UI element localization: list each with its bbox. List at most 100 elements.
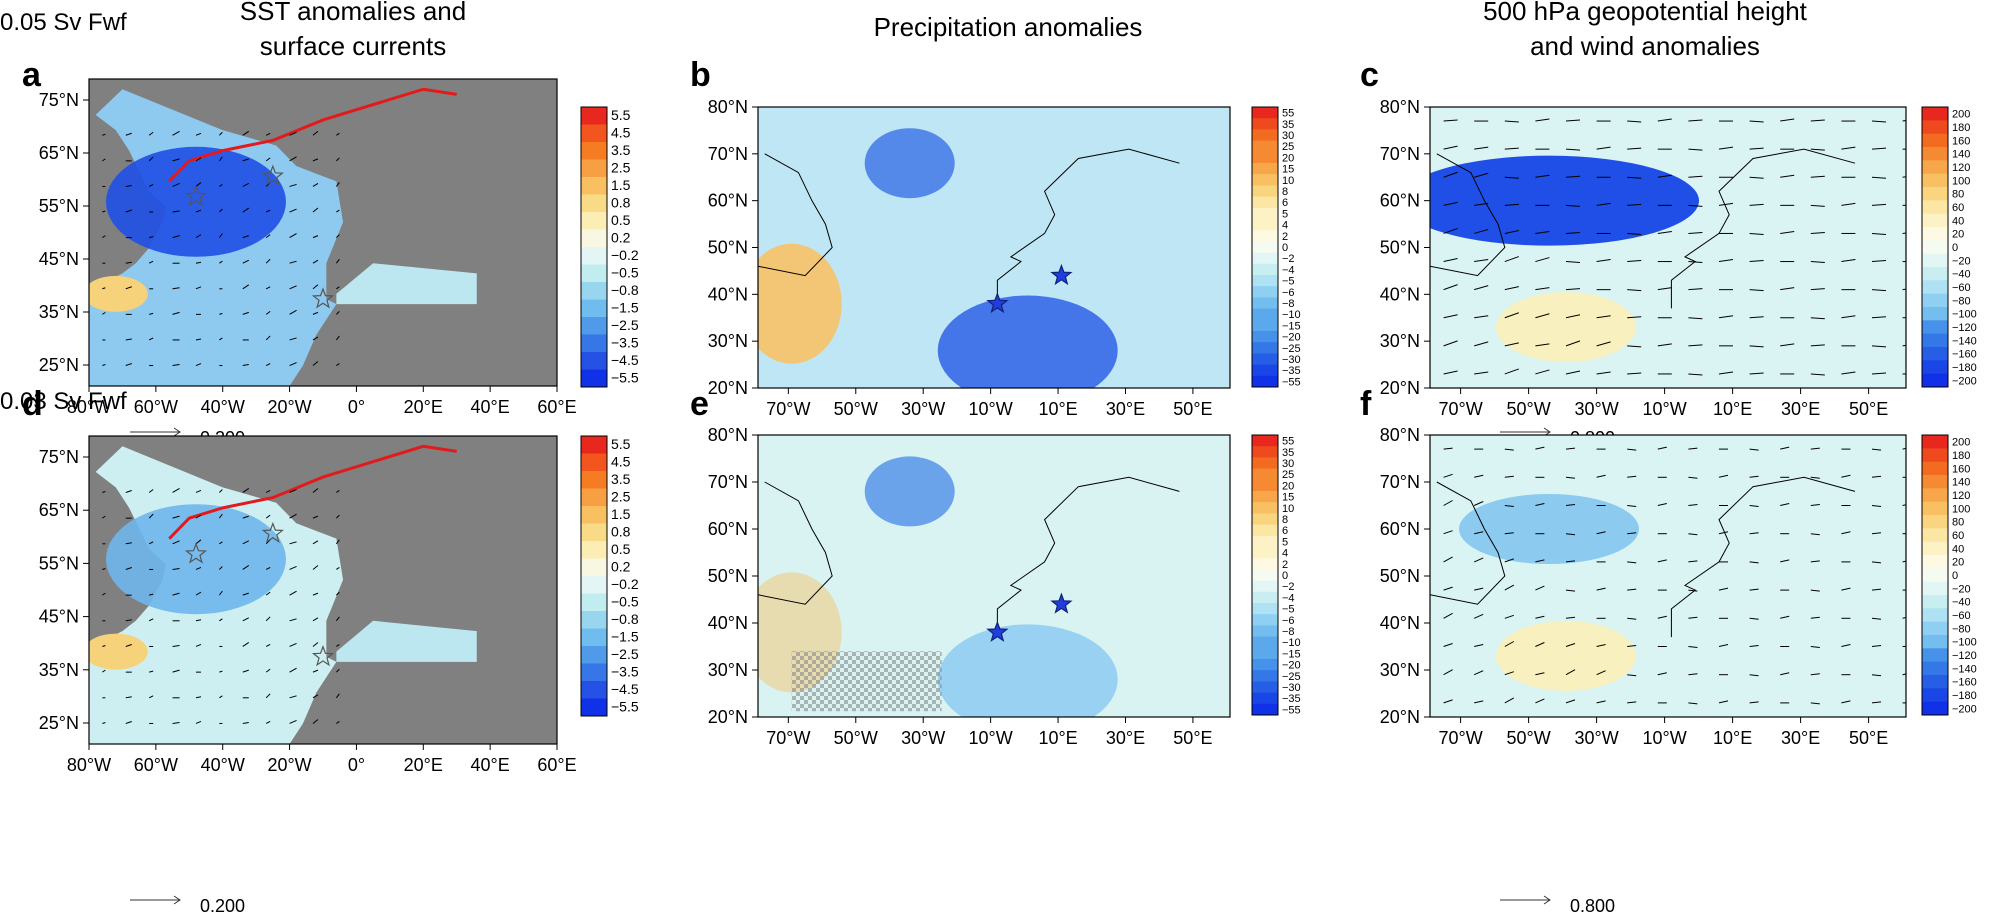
colorbar-label: 30 <box>1282 458 1294 470</box>
colorbar-segment <box>1922 475 1948 489</box>
current-vector <box>125 363 132 367</box>
current-vector <box>195 490 202 493</box>
wind-vector <box>1535 642 1545 647</box>
colorbar-label: 0 <box>1282 242 1288 254</box>
colorbar-segment <box>581 229 607 248</box>
wind-vector <box>1688 231 1703 234</box>
current-vector <box>195 567 202 570</box>
current-vector <box>242 642 250 647</box>
wind-vector <box>1688 261 1703 264</box>
current-vector <box>172 567 180 570</box>
current-vector <box>335 335 340 341</box>
colorbar-label: −8 <box>1282 626 1295 638</box>
wind-vector <box>1718 146 1734 150</box>
colorbar-segment <box>1922 541 1948 556</box>
x-tick-label: 50°E <box>1849 399 1888 419</box>
y-tick-label: 30°N <box>1380 660 1420 680</box>
colorbar-segment <box>1922 568 1948 583</box>
current-vector <box>336 286 340 290</box>
colorbar-label: −60 <box>1952 610 1971 622</box>
wind-vector <box>1810 288 1825 291</box>
colorbar-segment <box>1922 107 1948 121</box>
wind-vector <box>1841 644 1851 647</box>
colorbar-segment <box>1922 253 1948 268</box>
colorbar-segment <box>581 299 607 318</box>
y-tick-label: 50°N <box>708 238 748 258</box>
colorbar-segment <box>1922 267 1948 281</box>
colorbar-label: 15 <box>1282 164 1294 176</box>
current-vector <box>289 643 297 647</box>
current-vector <box>148 618 154 622</box>
current-vector <box>335 182 340 187</box>
x-tick-label: 10°E <box>1713 399 1752 419</box>
wind-vector <box>1627 372 1642 375</box>
colorbar-label: 180 <box>1952 122 1970 134</box>
wind-vector <box>1504 532 1514 535</box>
colorbar-label: 2.5 <box>611 488 631 504</box>
colorbar-label: −35 <box>1282 365 1301 377</box>
x-tick-label: 20°W <box>267 397 311 417</box>
current-vector <box>242 284 250 290</box>
warm-anomaly <box>89 275 148 312</box>
current-vector <box>289 618 297 622</box>
current-vector <box>125 261 132 264</box>
wind-vector <box>1810 616 1820 619</box>
wind-vector <box>1504 448 1514 451</box>
current-vector <box>242 364 249 367</box>
current-vector <box>148 184 154 187</box>
wind-vector <box>1535 118 1550 122</box>
wind-vector <box>1443 473 1453 478</box>
current-vector <box>336 668 340 673</box>
x-tick-label: 10°E <box>1713 728 1752 748</box>
current-vector <box>195 209 202 213</box>
y-tick-label: 40°N <box>708 284 748 304</box>
colorbar-segment <box>581 436 607 454</box>
x-tick-label: 60°E <box>537 755 576 775</box>
row-label-2: 0.03 Sv Fwf <box>0 388 127 415</box>
site-marker-2 <box>1050 263 1073 286</box>
colorbar-frame <box>1921 434 1949 716</box>
title-col1-line1: SST anomalies and <box>240 0 466 26</box>
current-vector <box>219 695 223 699</box>
colorbar-segment <box>1252 129 1278 142</box>
wind-vector <box>1596 315 1611 319</box>
wind-vector <box>1627 448 1637 451</box>
current-vector <box>218 590 223 596</box>
colorbar-segment <box>581 177 607 195</box>
wind-vector <box>1596 341 1611 347</box>
colorbar-segment <box>1252 502 1278 514</box>
map-area <box>1430 107 1906 388</box>
current-vector <box>242 488 250 493</box>
colorbar-segment <box>581 488 607 507</box>
colorbar-segment <box>581 541 607 559</box>
wind-vector <box>1657 615 1667 619</box>
current-vector <box>312 694 319 699</box>
wind-vector <box>1810 646 1820 648</box>
current-vector <box>125 542 132 545</box>
wind-vector <box>1657 503 1667 506</box>
wind-vector <box>1504 342 1519 347</box>
stippling <box>791 651 942 712</box>
wind-vector <box>1657 559 1667 563</box>
current-vector <box>102 669 106 673</box>
colorbar-label: 5.5 <box>611 107 631 123</box>
wind-vector <box>1535 446 1545 450</box>
current-vector <box>312 158 319 162</box>
y-tick-label: 55°N <box>39 196 79 216</box>
colorbar-segment <box>581 124 607 143</box>
colorbar-segment <box>1922 461 1948 476</box>
wind-vector <box>1504 256 1519 263</box>
current-vector <box>195 286 202 290</box>
current-vector <box>219 184 223 187</box>
wind-vector <box>1749 674 1759 677</box>
current-vector <box>219 489 223 493</box>
wind-vector <box>1841 474 1851 478</box>
title-col1-line2: surface currents <box>260 31 446 61</box>
wind-vector <box>1902 344 1906 347</box>
wind-vector <box>1657 230 1672 234</box>
colorbar-segment <box>1922 675 1948 689</box>
colorbar-label: 4.5 <box>611 453 631 469</box>
y-tick-label: 25°N <box>39 355 79 375</box>
colorbar-label: −10 <box>1282 309 1301 321</box>
